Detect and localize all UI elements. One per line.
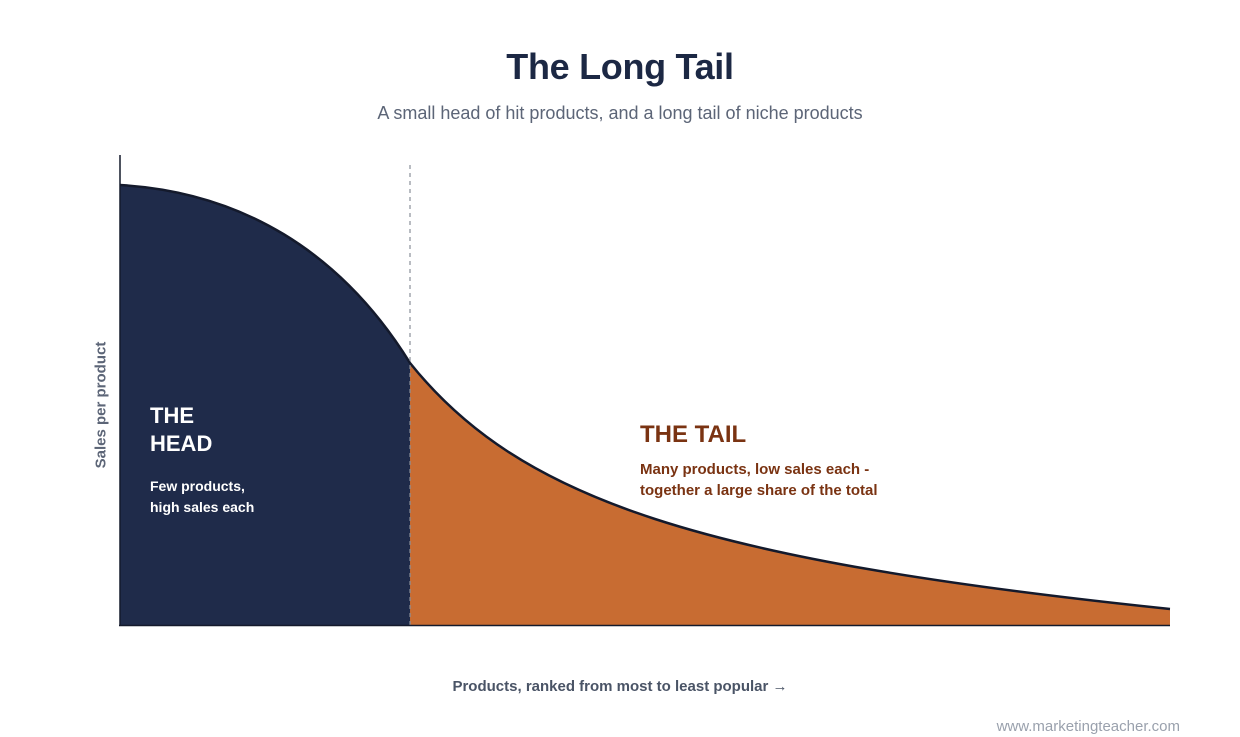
tail-description: Many products, low sales each - together… — [640, 459, 930, 501]
head-desc-line2: high sales each — [150, 499, 255, 515]
head-title-line2: HEAD — [150, 431, 213, 456]
page-subtitle: A small head of hit products, and a long… — [377, 103, 863, 123]
x-axis-label: Products, ranked from most to least popu… — [452, 678, 788, 695]
footer-url[interactable]: www.marketingteacher.com — [996, 718, 1180, 735]
tail-title: THE TAIL — [640, 421, 747, 448]
demand-curve — [119, 183, 1171, 611]
head-title: THE HEAD — [150, 402, 290, 458]
head-desc-line1: Few products, — [150, 478, 245, 494]
head-title-line1: THE — [150, 403, 194, 428]
tail-desc-line1: Many products, low sales each - — [640, 461, 870, 478]
head-area — [120, 185, 410, 625]
page-title: The Long Tail — [506, 46, 734, 87]
tail-area — [410, 363, 1170, 625]
y-axis-label: Sales per product — [92, 341, 110, 469]
head-description: Few products, high sales each — [150, 476, 300, 518]
tail-desc-line2: together a large share of the total — [640, 482, 878, 499]
